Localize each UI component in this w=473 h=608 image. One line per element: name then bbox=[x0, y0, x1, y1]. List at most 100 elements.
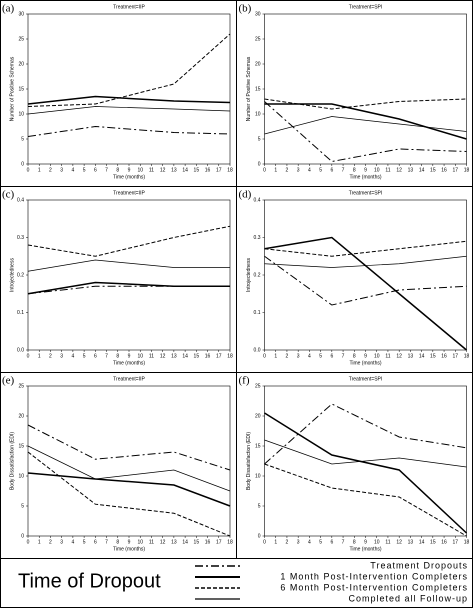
x-tick-label: 1 bbox=[38, 167, 41, 173]
x-tick-label: 8 bbox=[116, 353, 119, 359]
series-line bbox=[264, 236, 467, 351]
x-tick-label: 16 bbox=[441, 167, 447, 173]
x-tick-label: 9 bbox=[128, 353, 131, 359]
panel-title: Treatment=IIP bbox=[113, 376, 145, 382]
x-tick-label: 4 bbox=[308, 353, 311, 359]
x-tick-label: 8 bbox=[116, 167, 119, 173]
series-line bbox=[264, 255, 467, 268]
x-tick-label: 15 bbox=[430, 167, 436, 173]
x-tick-label: 8 bbox=[116, 539, 119, 545]
y-tick-label: 0 bbox=[21, 161, 24, 167]
x-tick-label: 7 bbox=[105, 539, 108, 545]
series-line bbox=[264, 240, 467, 257]
x-tick-label: 0 bbox=[263, 353, 266, 359]
x-tick-label: 11 bbox=[385, 353, 390, 359]
x-tick-label: 6 bbox=[330, 353, 333, 359]
x-tick-label: 6 bbox=[330, 167, 333, 173]
x-tick-label: 11 bbox=[149, 167, 154, 173]
x-tick-label: 9 bbox=[364, 539, 367, 545]
x-tick-label: 12 bbox=[396, 167, 402, 173]
x-tick-label: 13 bbox=[171, 539, 177, 545]
x-tick-label: 6 bbox=[94, 539, 97, 545]
panel-label: (d) bbox=[239, 189, 252, 201]
plot-frame bbox=[264, 199, 467, 351]
x-tick-label: 15 bbox=[194, 353, 200, 359]
panel-label: (f) bbox=[239, 375, 250, 387]
x-tick-label: 3 bbox=[60, 167, 63, 173]
y-tick-label: 0.0 bbox=[254, 347, 261, 353]
x-tick-label: 0 bbox=[27, 353, 30, 359]
x-tick-label: 18 bbox=[227, 539, 233, 545]
x-tick-label: 1 bbox=[274, 167, 277, 173]
y-tick-label: 20 bbox=[255, 413, 261, 419]
y-tick-label: 20 bbox=[18, 61, 24, 67]
y-tick-label: 5 bbox=[258, 136, 261, 142]
x-tick-label: 11 bbox=[149, 353, 154, 359]
x-tick-label: 1 bbox=[38, 539, 41, 545]
x-tick-label: 12 bbox=[396, 539, 402, 545]
x-tick-label: 12 bbox=[396, 353, 402, 359]
series-line bbox=[27, 445, 231, 492]
series-line bbox=[27, 33, 231, 107]
plot-frame bbox=[27, 199, 231, 351]
series-line bbox=[27, 424, 231, 471]
x-tick-label: 14 bbox=[182, 167, 188, 173]
x-tick-label: 15 bbox=[194, 539, 200, 545]
x-tick-label: 12 bbox=[160, 539, 166, 545]
y-tick-label: 0.0 bbox=[17, 347, 24, 353]
legend-label: 1 Month Post-Intervention Completers bbox=[280, 571, 468, 581]
y-axis-label: Body Dissatisfaction (EDI) bbox=[246, 432, 252, 490]
x-tick-label: 7 bbox=[105, 353, 108, 359]
panel-label: (e) bbox=[2, 375, 15, 387]
x-tick-label: 16 bbox=[441, 353, 447, 359]
y-tick-label: 15 bbox=[18, 443, 24, 449]
x-axis-label: Time (months) bbox=[113, 174, 145, 180]
x-tick-label: 0 bbox=[27, 539, 30, 545]
y-tick-label: 10 bbox=[255, 473, 261, 479]
series-line bbox=[264, 439, 467, 468]
x-tick-label: 14 bbox=[419, 167, 425, 173]
x-tick-label: 11 bbox=[385, 167, 390, 173]
series-line bbox=[264, 463, 467, 537]
y-tick-label: 10 bbox=[18, 473, 24, 479]
x-tick-label: 10 bbox=[374, 167, 380, 173]
y-tick-label: 30 bbox=[18, 11, 24, 17]
panel-title: Treatment=IIP bbox=[113, 4, 145, 10]
x-tick-label: 10 bbox=[374, 539, 380, 545]
y-tick-label: 5 bbox=[258, 503, 261, 509]
x-tick-label: 17 bbox=[216, 539, 222, 545]
x-tick-label: 12 bbox=[160, 167, 166, 173]
y-tick-label: 25 bbox=[255, 383, 261, 389]
x-tick-label: 18 bbox=[464, 539, 470, 545]
x-tick-label: 3 bbox=[297, 353, 300, 359]
y-tick-label: 0.4 bbox=[17, 197, 24, 203]
x-tick-label: 6 bbox=[330, 539, 333, 545]
y-tick-label: 0 bbox=[258, 161, 261, 167]
x-tick-label: 17 bbox=[452, 353, 458, 359]
series-line bbox=[264, 103, 467, 140]
series-line bbox=[264, 101, 467, 163]
x-tick-label: 18 bbox=[464, 167, 470, 173]
x-tick-label: 1 bbox=[274, 353, 277, 359]
y-tick-label: 0.3 bbox=[254, 235, 261, 241]
y-tick-label: 30 bbox=[255, 11, 261, 17]
y-axis-label: Body Dissatisfaction (EDI) bbox=[9, 432, 15, 490]
y-tick-label: 0.1 bbox=[254, 310, 261, 316]
y-tick-label: 5 bbox=[21, 136, 24, 142]
x-tick-label: 13 bbox=[171, 353, 177, 359]
series-line bbox=[264, 98, 467, 110]
plot-frame bbox=[27, 13, 231, 165]
x-tick-label: 4 bbox=[308, 167, 311, 173]
x-tick-label: 5 bbox=[319, 167, 322, 173]
panel-title: Treatment=SPI bbox=[349, 4, 383, 10]
x-tick-label: 7 bbox=[342, 167, 345, 173]
x-tick-label: 2 bbox=[49, 539, 52, 545]
x-tick-label: 10 bbox=[137, 167, 143, 173]
series-line bbox=[27, 451, 231, 537]
x-tick-label: 5 bbox=[319, 539, 322, 545]
series-line bbox=[264, 412, 468, 534]
y-tick-label: 0.2 bbox=[17, 272, 24, 278]
x-tick-label: 13 bbox=[171, 167, 177, 173]
y-tick-label: 25 bbox=[255, 36, 261, 42]
